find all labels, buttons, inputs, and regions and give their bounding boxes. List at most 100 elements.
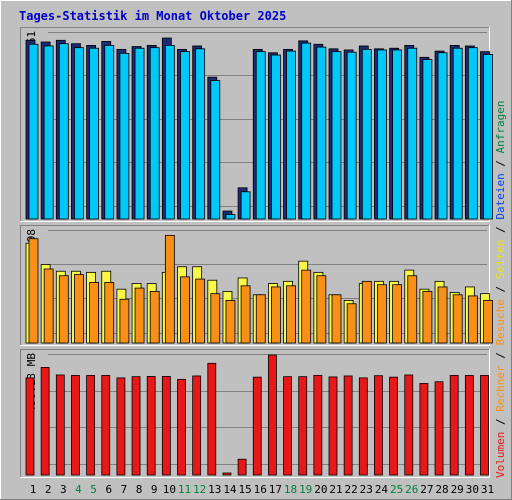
x-tick-label: 26 (405, 483, 418, 496)
bar-besuche-day-30 (467, 295, 478, 344)
bar-besuche-day-4 (74, 274, 84, 344)
bar-dateien-day-25 (392, 49, 403, 220)
bar-volume-day-31 (480, 375, 489, 476)
bar-volume-day-27 (419, 383, 429, 476)
bar-besuche-day-9 (149, 291, 160, 344)
legend-item-volumen: Volumen (494, 432, 507, 478)
bar-dateien-day-7 (119, 52, 130, 220)
chart-title: Tages-Statistik im Monat Oktober 2025 (19, 9, 286, 23)
bar-besuche-day-23 (361, 280, 372, 344)
bar-besuche-day-3 (58, 275, 69, 344)
bar-besuche-day-29 (452, 294, 463, 344)
x-tick-label: 31 (481, 483, 494, 496)
legend-item-anfragen: Anfragen (494, 100, 507, 153)
legend-item-rechner: Rechner (494, 365, 507, 412)
x-tick-label: 11 (178, 483, 191, 496)
bar-dateien-day-28 (437, 52, 448, 220)
legend-separator: / (494, 346, 507, 366)
bar-dateien-day-12 (195, 48, 206, 220)
bar-besuche-day-24 (377, 284, 387, 344)
legend-separator: / (494, 279, 507, 299)
bar-volume-day-6 (101, 375, 111, 476)
legend-separator: / (494, 412, 507, 432)
legend-item-seiten: Seiten (494, 240, 507, 280)
x-tick-label: 12 (193, 483, 206, 496)
bar-volume-day-4 (71, 375, 80, 476)
bar-volume-day-28 (434, 381, 444, 476)
x-tick-label: 1 (30, 483, 37, 496)
bar-besuche-day-28 (437, 286, 448, 344)
bar-volume-day-26 (404, 374, 414, 476)
bar-besuche-day-12 (195, 278, 206, 344)
bar-dateien-day-21 (331, 51, 342, 220)
bar-volume-day-15 (237, 458, 247, 476)
bar-volume-day-19 (298, 376, 308, 476)
x-tick-label: 25 (390, 483, 403, 496)
bar-besuche-day-15 (240, 285, 251, 344)
x-tick-label: 15 (238, 483, 251, 496)
x-tick-label: 14 (223, 483, 237, 496)
bar-dateien-day-17 (270, 54, 281, 220)
bar-besuche-day-5 (89, 282, 99, 344)
bar-volume-day-17 (267, 354, 277, 476)
bar-volume-day-21 (328, 376, 338, 476)
bar-besuche-day-16 (255, 294, 266, 344)
bar-besuche-day-27 (422, 291, 433, 344)
x-tick-label: 18 (284, 483, 297, 496)
x-tick-label: 24 (375, 483, 389, 496)
x-tick-label: 16 (254, 483, 267, 496)
bar-dateien-day-1 (28, 43, 39, 220)
bar-volume-day-23 (358, 377, 368, 476)
bar-dateien-day-20 (316, 46, 327, 220)
legend-item-besuche: Besuche (494, 299, 507, 345)
bar-volume-day-10 (161, 376, 171, 476)
bar-besuche-day-22 (346, 303, 357, 344)
bar-dateien-day-9 (149, 47, 160, 220)
bar-dateien-day-29 (452, 47, 463, 220)
bar-volume-day-12 (192, 375, 202, 476)
bar-dateien-day-4 (74, 47, 84, 220)
x-tick-label: 21 (329, 483, 342, 496)
bar-dateien-day-26 (407, 47, 418, 220)
bar-besuche-day-2 (43, 268, 54, 344)
bar-volume-day-9 (146, 376, 156, 476)
bar-volume-day-25 (389, 376, 399, 476)
bar-dateien-day-3 (58, 43, 69, 220)
bar-volume-day-24 (374, 375, 383, 476)
right-legend: Volumen / Rechner / Besuche / Seiten / D… (494, 100, 507, 478)
bar-volume-day-16 (252, 376, 262, 476)
bar-volume-day-14 (222, 472, 232, 476)
bar-dateien-day-5 (89, 47, 99, 220)
bar-volume-day-8 (131, 376, 141, 476)
bar-volume-day-18 (283, 376, 292, 476)
bar-dateien-day-27 (422, 59, 433, 220)
legend-separator: / (494, 153, 507, 173)
x-tick-label: 17 (269, 483, 282, 496)
x-tick-label: 13 (208, 483, 221, 496)
bar-volume-day-22 (343, 375, 353, 476)
bar-besuche-day-19 (301, 269, 312, 344)
bar-volume-day-20 (313, 375, 323, 476)
legend-item-dateien: Dateien (494, 173, 507, 219)
bar-dateien-day-8 (134, 47, 145, 220)
bar-dateien-day-6 (104, 45, 115, 220)
bar-besuche-day-31 (483, 299, 493, 344)
bar-besuche-day-7 (119, 298, 130, 344)
x-tick-label: 23 (360, 483, 373, 496)
x-tick-label: 27 (420, 483, 433, 496)
bar-volume-day-30 (464, 375, 474, 476)
bar-dateien-day-13 (210, 80, 221, 220)
x-tick-label: 3 (60, 483, 67, 496)
bar-dateien-day-2 (43, 45, 54, 220)
bar-dateien-day-24 (377, 49, 387, 220)
legend-separator: / (494, 220, 507, 240)
x-tick-label: 2 (45, 483, 52, 496)
x-tick-label: 22 (345, 483, 358, 496)
bar-dateien-day-18 (286, 50, 296, 220)
bar-dateien-day-22 (346, 51, 357, 220)
bar-volume-day-2 (40, 367, 50, 476)
x-tick-label: 29 (451, 483, 464, 496)
x-tick-label: 4 (75, 483, 82, 496)
